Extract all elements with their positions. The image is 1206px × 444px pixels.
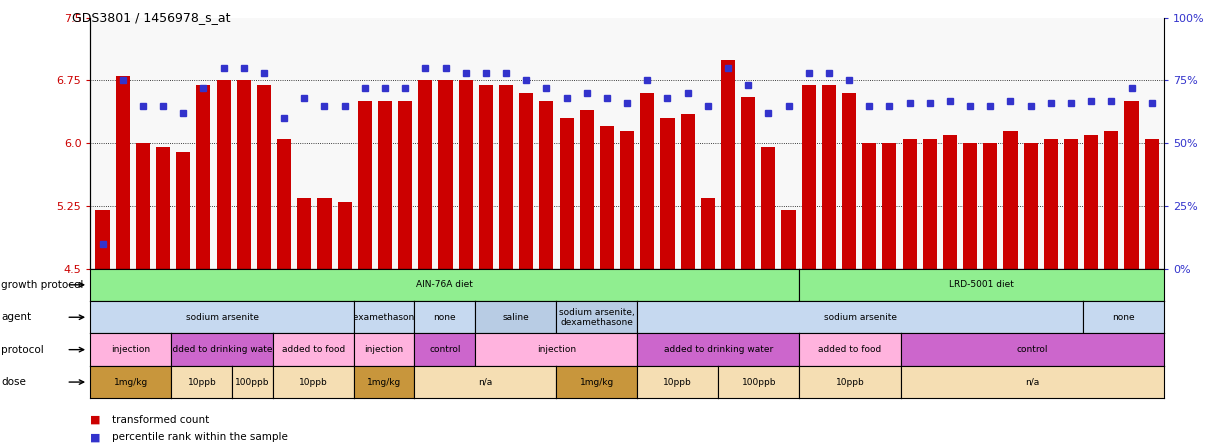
Bar [377,101,392,269]
Bar [1043,139,1058,269]
Text: added to food: added to food [818,345,882,354]
Bar [479,85,493,269]
Bar [680,114,695,269]
Bar [742,97,755,269]
Text: 100ppb: 100ppb [742,377,775,387]
Bar [317,198,332,269]
Bar [176,151,191,269]
Bar [156,147,170,269]
Bar [620,131,634,269]
Bar [95,210,110,269]
Bar [1084,135,1099,269]
Bar [1105,131,1118,269]
Bar [358,101,371,269]
Text: control: control [429,345,461,354]
Bar [781,210,796,269]
Bar [539,101,554,269]
Text: protocol: protocol [1,345,43,355]
Bar [519,93,533,269]
Text: injection: injection [537,345,575,354]
Text: agent: agent [1,312,31,322]
Bar [862,143,877,269]
Bar [964,143,977,269]
Bar [458,80,473,269]
Bar [398,101,412,269]
Bar [661,118,674,269]
Bar [1144,139,1159,269]
Bar [983,143,997,269]
Bar [257,85,271,269]
Text: none: none [433,313,456,322]
Text: GDS3801 / 1456978_s_at: GDS3801 / 1456978_s_at [71,11,230,24]
Text: LRD-5001 diet: LRD-5001 diet [949,280,1014,289]
Bar [439,80,452,269]
Text: 1mg/kg: 1mg/kg [113,377,148,387]
Text: ■: ■ [90,415,101,424]
Text: percentile rank within the sample: percentile rank within the sample [112,432,288,442]
Bar [499,85,513,269]
Text: 10ppb: 10ppb [187,377,216,387]
Bar [943,135,958,269]
Text: added to food: added to food [281,345,345,354]
Text: added to drinking water: added to drinking water [168,345,276,354]
Bar [701,198,715,269]
Bar [236,80,251,269]
Text: growth protocol: growth protocol [1,280,83,290]
Text: control: control [1017,345,1048,354]
Text: n/a: n/a [479,377,492,387]
Bar [599,127,614,269]
Bar [1124,101,1138,269]
Bar [338,202,352,269]
Bar [217,80,230,269]
Bar [277,139,291,269]
Text: added to drinking water: added to drinking water [663,345,773,354]
Text: injection: injection [364,345,404,354]
Bar [418,80,433,269]
Bar [761,147,775,269]
Bar [136,143,150,269]
Text: sodium arsenite,
dexamethasone: sodium arsenite, dexamethasone [558,308,634,327]
Text: n/a: n/a [1025,377,1040,387]
Text: injection: injection [111,345,151,354]
Text: 10ppb: 10ppb [299,377,328,387]
Bar [640,93,655,269]
Bar [721,59,736,269]
Bar [116,76,130,269]
Text: dose: dose [1,377,27,387]
Bar [297,198,311,269]
Bar [1064,139,1078,269]
Text: sodium arsenite: sodium arsenite [186,313,258,322]
Text: saline: saline [503,313,529,322]
Text: 10ppb: 10ppb [663,377,692,387]
Bar [902,139,917,269]
Text: dexamethasone: dexamethasone [347,313,421,322]
Text: 1mg/kg: 1mg/kg [580,377,614,387]
Bar [842,93,856,269]
Text: transformed count: transformed count [112,415,210,424]
Text: 10ppb: 10ppb [836,377,865,387]
Bar [923,139,937,269]
Text: AIN-76A diet: AIN-76A diet [416,280,473,289]
Bar [1024,143,1037,269]
Bar [197,85,211,269]
Bar [883,143,896,269]
Bar [802,85,815,269]
Text: 1mg/kg: 1mg/kg [367,377,402,387]
Text: sodium arsenite: sodium arsenite [824,313,896,322]
Bar [560,118,574,269]
Bar [580,110,593,269]
Text: 100ppb: 100ppb [235,377,270,387]
Bar [821,85,836,269]
Text: none: none [1112,313,1135,322]
Bar [1003,131,1018,269]
Text: ■: ■ [90,432,101,442]
